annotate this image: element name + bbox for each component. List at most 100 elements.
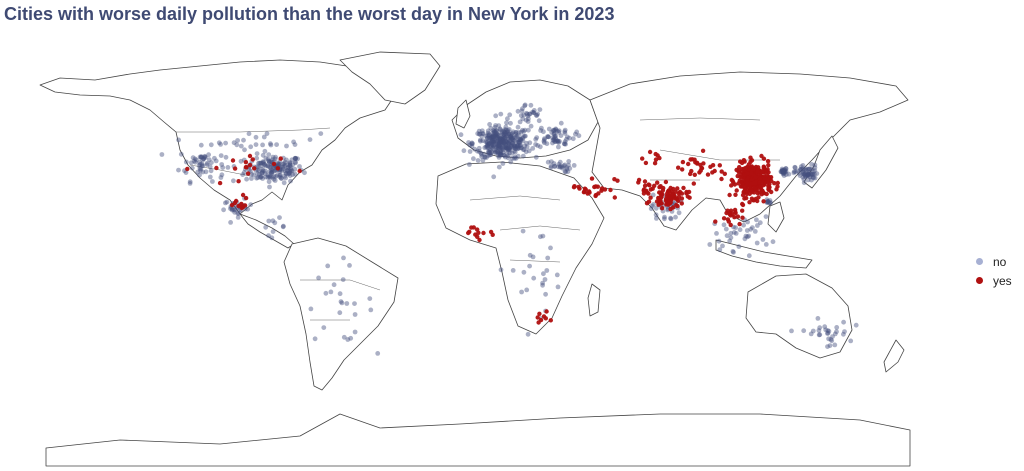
city-point-no-422 xyxy=(498,139,503,145)
antarctica-outline xyxy=(45,413,911,467)
city-point-no-712 xyxy=(574,129,580,135)
city-point-no-418 xyxy=(461,148,467,154)
city-point-no-893 xyxy=(778,169,784,174)
city-point-no-728 xyxy=(552,139,558,144)
city-point-no-360 xyxy=(515,145,521,150)
city-point-no-370 xyxy=(499,130,505,136)
city-point-no-619 xyxy=(503,139,508,144)
city-point-no-836 xyxy=(801,172,807,177)
city-point-no-563 xyxy=(499,135,505,141)
city-point-no-456 xyxy=(497,135,503,141)
city-point-no-809 xyxy=(673,214,678,220)
city-point-no-742 xyxy=(542,137,547,143)
city-point-no-759 xyxy=(573,131,578,137)
city-point-yes-1513 xyxy=(243,195,249,201)
city-point-no-901 xyxy=(781,167,787,173)
city-point-no-516 xyxy=(498,149,503,155)
city-point-no-294 xyxy=(270,229,276,235)
city-point-no-240 xyxy=(218,142,224,147)
city-point-no-158 xyxy=(251,172,257,178)
city-point-no-109 xyxy=(263,163,268,169)
city-point-no-861 xyxy=(801,177,807,182)
city-point-yes-1303 xyxy=(744,171,750,176)
city-point-no-268 xyxy=(228,206,233,212)
city-point-no-968 xyxy=(825,344,830,349)
city-point-no-902 xyxy=(781,169,786,175)
city-point-no-627 xyxy=(505,129,511,135)
city-point-no-602 xyxy=(508,142,514,148)
city-point-no-373 xyxy=(493,134,498,139)
city-point-yes-1373 xyxy=(655,180,660,185)
city-point-no-692 xyxy=(505,116,510,122)
city-point-no-897 xyxy=(779,169,785,175)
city-point-no-409 xyxy=(506,136,511,142)
city-point-no-451 xyxy=(534,135,540,141)
city-point-no-479 xyxy=(497,153,503,159)
city-point-no-872 xyxy=(792,164,798,170)
city-point-no-734 xyxy=(562,129,568,135)
city-point-yes-1529 xyxy=(653,157,659,162)
city-point-no-365 xyxy=(486,132,492,138)
city-point-no-853 xyxy=(809,162,814,167)
city-point-no-539 xyxy=(489,138,495,144)
city-point-no-819 xyxy=(676,210,682,216)
city-point-yes-1077 xyxy=(719,176,724,182)
city-point-no-183 xyxy=(202,153,208,159)
city-point-no-845 xyxy=(807,166,812,172)
city-point-no-643 xyxy=(506,145,512,151)
city-point-no-276 xyxy=(230,206,236,212)
city-point-yes-1206 xyxy=(775,184,780,189)
city-point-no-525 xyxy=(512,156,517,161)
city-point-no-423 xyxy=(502,154,508,160)
city-point-no-78 xyxy=(263,155,269,161)
city-point-no-520 xyxy=(515,153,521,159)
city-point-no-90 xyxy=(258,160,263,166)
city-point-yes-1430 xyxy=(645,190,650,195)
city-point-no-743 xyxy=(550,128,556,134)
city-point-no-159 xyxy=(240,172,246,178)
city-point-yes-1262 xyxy=(761,164,766,169)
city-point-no-757 xyxy=(553,133,558,139)
city-point-no-74 xyxy=(283,175,288,181)
city-point-no-469 xyxy=(477,131,483,137)
city-point-no-640 xyxy=(501,140,507,146)
city-point-yes-1324 xyxy=(680,159,686,165)
city-point-no-642 xyxy=(507,138,513,144)
city-point-yes-1451 xyxy=(576,184,581,190)
city-point-no-225 xyxy=(202,154,208,160)
city-point-yes-1524 xyxy=(538,317,544,323)
city-point-no-755 xyxy=(553,127,559,133)
city-point-no-562 xyxy=(489,140,494,145)
city-point-no-600 xyxy=(491,140,496,146)
city-point-yes-1130 xyxy=(740,202,746,208)
city-point-no-533 xyxy=(503,144,509,150)
city-point-yes-1337 xyxy=(717,163,722,168)
city-point-no-33 xyxy=(280,164,285,170)
city-point-no-8 xyxy=(260,176,265,181)
city-point-no-325 xyxy=(502,135,508,140)
city-point-no-878 xyxy=(803,166,809,172)
city-point-no-850 xyxy=(806,171,812,177)
city-point-no-736 xyxy=(565,134,570,140)
city-point-no-981 xyxy=(789,328,794,334)
city-point-no-813 xyxy=(653,212,659,218)
north-america-outline xyxy=(39,59,396,215)
city-point-no-5 xyxy=(241,170,247,175)
city-point-no-523 xyxy=(487,135,493,141)
city-point-no-511 xyxy=(503,144,509,150)
city-point-yes-1322 xyxy=(739,169,744,174)
city-point-no-71 xyxy=(287,173,293,179)
city-point-no-636 xyxy=(476,131,482,137)
city-point-no-446 xyxy=(494,139,500,144)
city-point-yes-1463 xyxy=(481,230,486,236)
city-point-no-366 xyxy=(515,139,521,145)
city-point-no-286 xyxy=(280,224,286,230)
city-point-no-948 xyxy=(730,249,736,254)
city-point-no-979 xyxy=(823,327,829,333)
city-point-no-384 xyxy=(522,127,528,133)
city-point-no-362 xyxy=(500,142,505,148)
city-point-no-198 xyxy=(199,163,205,169)
city-point-no-684 xyxy=(535,111,540,117)
city-point-yes-1501 xyxy=(250,157,255,162)
city-point-yes-1414 xyxy=(674,196,679,201)
